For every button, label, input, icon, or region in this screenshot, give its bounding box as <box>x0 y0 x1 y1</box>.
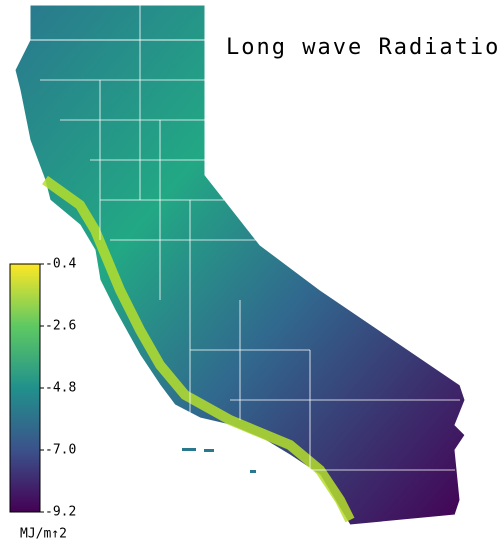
islands <box>182 448 256 473</box>
colorbar-tick-label: -9.2 <box>45 505 76 520</box>
colorbar-tick-label: -4.8 <box>45 381 76 396</box>
colorbar-tick-label: -0.4 <box>45 257 76 272</box>
colorbar-label: MJ/m↑2 <box>20 527 67 542</box>
colorbar <box>9 263 41 513</box>
state-shape <box>14 4 466 526</box>
coastal-band <box>42 175 355 523</box>
county-grid <box>30 5 460 471</box>
colorbar-tick-label: -2.6 <box>45 319 76 334</box>
map-title: Long wave Radiation <box>226 35 502 60</box>
colorbar-tick-label: -7.0 <box>45 443 76 458</box>
